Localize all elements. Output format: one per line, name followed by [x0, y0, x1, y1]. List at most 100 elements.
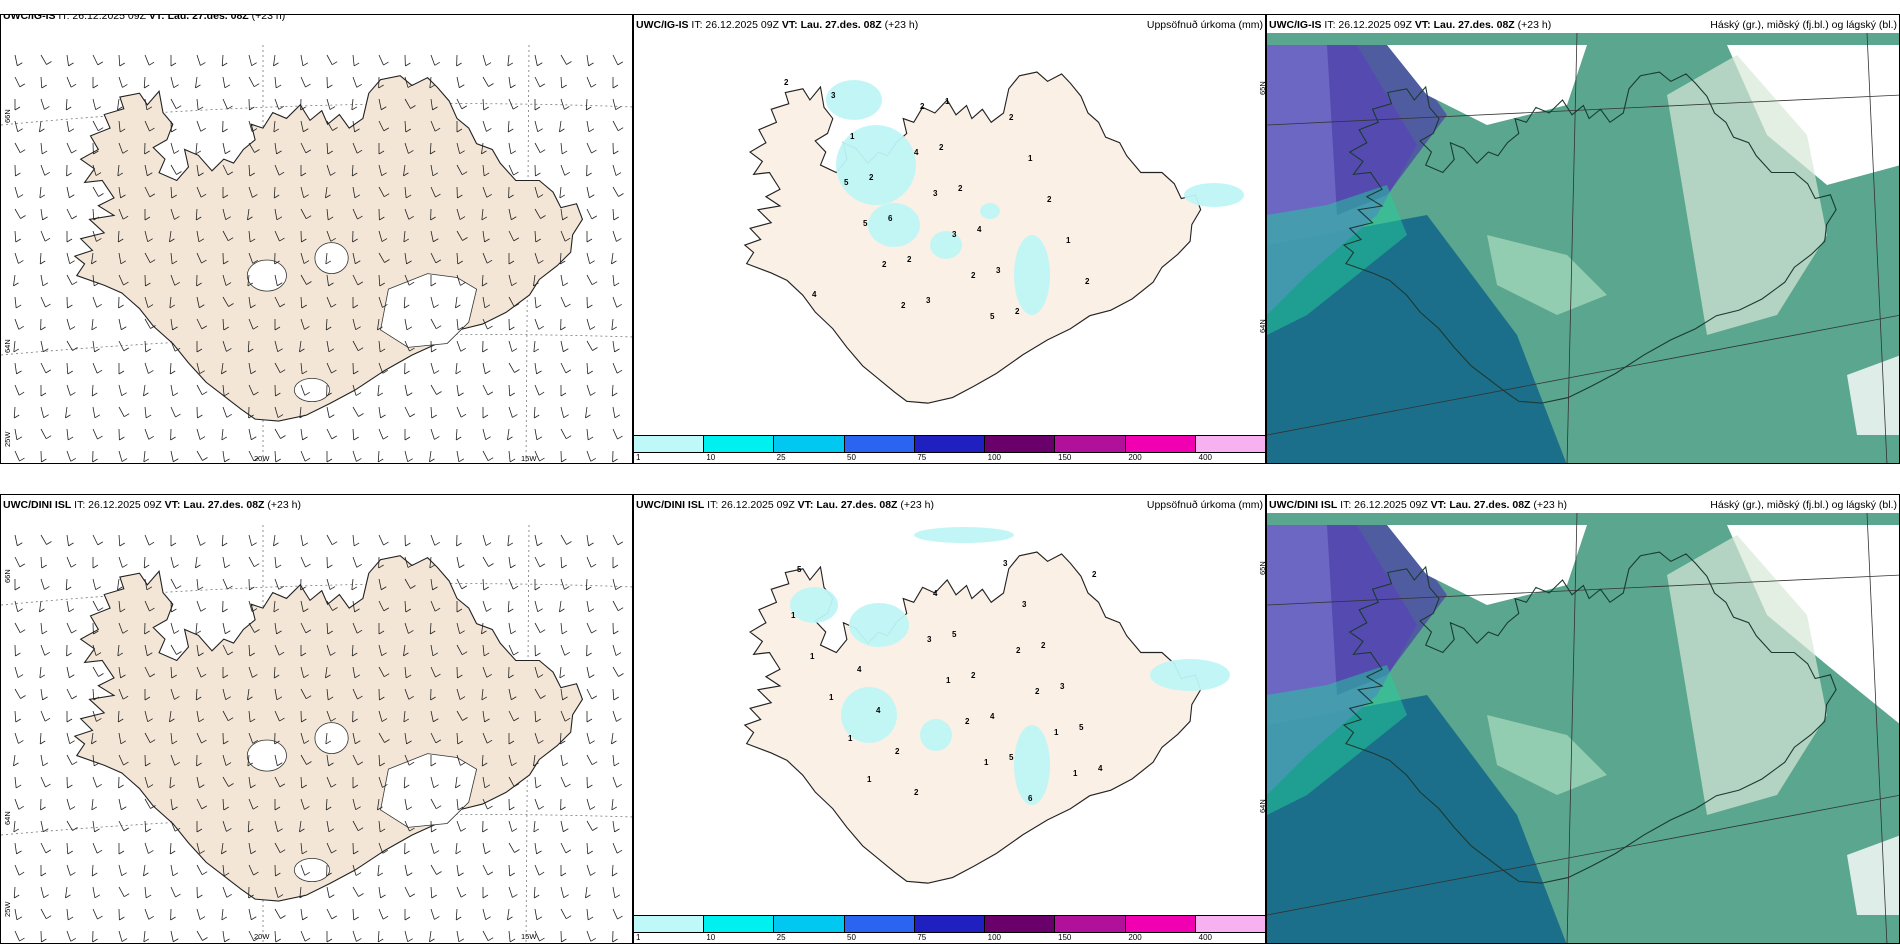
- wind-barb: [560, 534, 567, 545]
- wind-barb-feather: [326, 392, 332, 397]
- wind-barb-feather: [404, 850, 410, 855]
- wind-barb-feather: [409, 827, 415, 832]
- precip-value-label: 2: [1041, 641, 1046, 650]
- wind-barb: [611, 318, 614, 330]
- wind-barb: [66, 688, 73, 700]
- wind-barb-feather: [405, 194, 412, 199]
- precip-value-label: 2: [1092, 570, 1097, 579]
- wind-barb: [196, 318, 203, 330]
- wind-barb: [248, 384, 254, 396]
- wind-barb-feather: [301, 304, 307, 309]
- wind-barb-feather: [380, 414, 386, 419]
- wind-barb-feather: [252, 259, 258, 264]
- wind-barb: [14, 732, 19, 744]
- wind-barb-feather: [615, 652, 622, 656]
- wind-barb-feather: [585, 894, 591, 899]
- wind-barb-feather: [303, 674, 309, 679]
- wind-barb-feather: [252, 325, 259, 330]
- wind-barb-feather: [327, 696, 334, 701]
- wind-barb: [299, 406, 302, 418]
- wind-barb: [534, 842, 537, 854]
- wind-barb: [403, 296, 406, 309]
- wind-barb: [14, 688, 21, 699]
- wind-barb-feather: [72, 827, 78, 831]
- wind-barb-feather: [279, 849, 286, 854]
- colorbar-swatch: [985, 436, 1056, 452]
- wind-barb: [300, 908, 303, 920]
- wind-barb-feather: [562, 216, 568, 221]
- wind-barb: [92, 644, 97, 656]
- wind-barb: [560, 644, 566, 656]
- wind-barb: [378, 666, 385, 677]
- wind-barb-feather: [560, 260, 566, 265]
- precip-value-label: 2: [965, 717, 970, 726]
- wind-barb: [39, 120, 42, 132]
- wind-barb-feather: [612, 84, 619, 89]
- wind-barb: [144, 798, 151, 809]
- wind-barb: [40, 406, 45, 418]
- wind-barb: [118, 820, 125, 832]
- wind-barb-feather: [227, 585, 233, 590]
- wind-barb-feather: [121, 392, 127, 397]
- lon-label-20: 20W: [254, 932, 270, 941]
- wind-barb-feather: [304, 937, 311, 942]
- wind-barb: [378, 164, 383, 176]
- wind-barb: [144, 666, 151, 678]
- wind-barb-feather: [117, 586, 123, 591]
- cloud-map: [1267, 32, 1899, 463]
- wind-barb-feather: [486, 673, 492, 678]
- wind-barb-feather: [407, 392, 413, 397]
- wind-barb: [612, 406, 616, 418]
- wind-barb: [144, 578, 148, 590]
- wind-barb-feather: [381, 238, 388, 242]
- wind-barb-feather: [616, 718, 622, 722]
- wind-barb: [196, 252, 202, 264]
- wind-barb-feather: [302, 916, 308, 921]
- wind-barb-feather: [227, 717, 234, 722]
- precip-value-label: 5: [1009, 753, 1014, 762]
- panel-header: UWC/IG-IS IT: 26.12.2025 09Z VT: Lau. 27…: [3, 15, 630, 23]
- wind-barb: [326, 820, 330, 832]
- wind-barb-feather: [357, 347, 364, 352]
- wind-barb-feather: [539, 937, 545, 942]
- wind-barb-feather: [143, 872, 149, 877]
- wind-barb-feather: [460, 893, 467, 898]
- wind-barb-feather: [169, 304, 176, 309]
- wind-barb: [170, 76, 175, 88]
- wind-barb: [326, 886, 330, 898]
- wind-barb: [456, 318, 459, 330]
- wind-barb-feather: [327, 216, 334, 221]
- wind-barb: [456, 208, 461, 220]
- wind-barb-feather: [221, 850, 227, 855]
- wind-barb-feather: [460, 827, 466, 832]
- wind-barb-feather: [433, 718, 439, 723]
- wind-barb: [560, 820, 564, 832]
- wind-barb: [196, 296, 200, 308]
- wind-barb-feather: [173, 938, 179, 943]
- wind-barb-feather: [198, 652, 204, 657]
- wind-barb-feather: [511, 282, 517, 287]
- wind-barb: [430, 98, 433, 110]
- wind-barb-feather: [589, 194, 595, 199]
- wind-barb-feather: [225, 762, 232, 766]
- lon-label-20: 20W: [254, 454, 270, 463]
- wind-barb: [13, 754, 16, 766]
- wind-barb-feather: [482, 762, 488, 767]
- wind-barb: [534, 622, 541, 633]
- wind-barb-feather: [484, 304, 491, 309]
- wind-barb-feather: [276, 630, 282, 635]
- wind-barb: [92, 776, 98, 788]
- wind-barb: [274, 230, 280, 242]
- precip-area: [868, 203, 920, 247]
- wind-barb-feather: [431, 828, 437, 833]
- wind-barb: [170, 754, 176, 766]
- wind-barb-feather: [325, 674, 331, 679]
- wind-barb-feather: [148, 61, 155, 66]
- wind-barb: [300, 450, 306, 462]
- wind-barb: [482, 54, 487, 66]
- wind-barb-feather: [487, 937, 494, 942]
- wind-barb-feather: [430, 762, 437, 767]
- wind-barb: [507, 534, 510, 546]
- precip-value-label: 2: [901, 301, 906, 310]
- mid-cloud-patch: [1487, 715, 1607, 795]
